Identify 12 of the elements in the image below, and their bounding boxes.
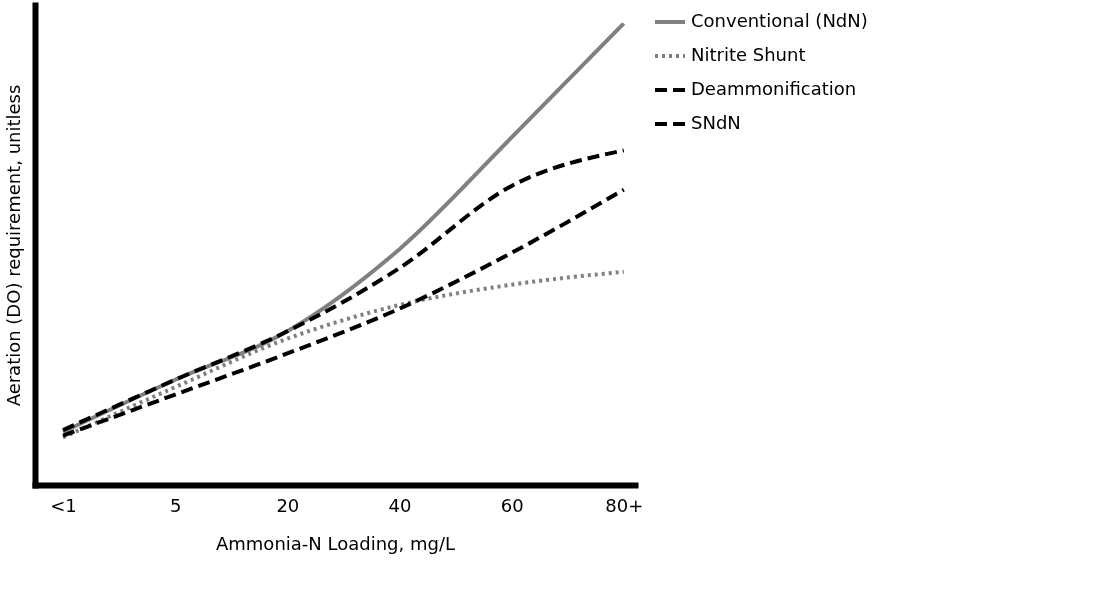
legend-label: Conventional (NdN) bbox=[691, 10, 868, 31]
x-tick-label: 40 bbox=[388, 494, 412, 516]
x-tick-label: 5 bbox=[169, 494, 182, 516]
x-tick-label: 80+ bbox=[605, 494, 644, 516]
x-axis-title: Ammonia-N Loading, mg/L bbox=[215, 532, 456, 554]
x-tick-label: <1 bbox=[50, 494, 77, 516]
legend-label: Deammonification bbox=[691, 78, 857, 99]
x-tick-label: 20 bbox=[276, 494, 300, 516]
legend-label: Nitrite Shunt bbox=[691, 44, 806, 65]
x-tick-label: 60 bbox=[500, 494, 524, 516]
y-axis-title: Aeration (DO) requirement, unitless bbox=[2, 84, 24, 407]
legend-label: SNdN bbox=[691, 112, 741, 133]
